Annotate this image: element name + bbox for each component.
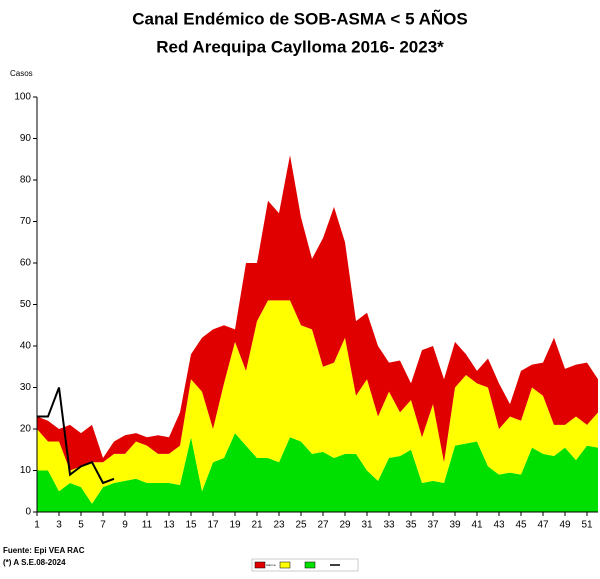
chart-title: Canal Endémico de SOB-ASMA < 5 AÑOS <box>132 8 468 28</box>
legend-box <box>251 558 359 572</box>
x-tick-label: 13 <box>163 520 175 531</box>
y-tick-label: 40 <box>20 341 32 352</box>
x-tick-label: 33 <box>383 520 395 531</box>
x-tick-label: 27 <box>317 520 329 531</box>
x-tick-label: 11 <box>142 520 153 531</box>
chart-subtitle: Red Arequipa Caylloma 2016- 2023* <box>156 37 444 56</box>
legend-label: Alarma <box>266 563 276 567</box>
x-tick-label: 25 <box>295 520 307 531</box>
footnote: Fuente: Epi VEA RAC <box>3 546 85 555</box>
x-tick-label: 3 <box>56 520 62 531</box>
y-tick-label: 10 <box>20 465 32 476</box>
y-tick-label: 50 <box>20 299 32 310</box>
x-tick-label: 5 <box>78 520 84 531</box>
x-tick-label: 23 <box>273 520 285 531</box>
y-tick-label: 20 <box>20 424 32 435</box>
x-tick-label: 47 <box>537 520 549 531</box>
x-tick-label: 15 <box>185 520 197 531</box>
x-tick-label: 17 <box>207 520 219 531</box>
x-tick-label: 31 <box>361 520 373 531</box>
footnote: (*) A S.E.08-2024 <box>3 558 66 567</box>
x-tick-label: 39 <box>449 520 461 531</box>
x-tick-label: 21 <box>251 520 263 531</box>
legend-swatch <box>254 561 266 569</box>
x-tick-label: 35 <box>405 520 417 531</box>
x-tick-label: 29 <box>339 520 351 531</box>
y-tick-label: 0 <box>25 507 31 518</box>
y-tick-label: 80 <box>20 175 32 186</box>
area-band <box>37 433 598 512</box>
x-tick-label: 45 <box>515 520 527 531</box>
y-tick-label: 60 <box>20 258 32 269</box>
x-tick-label: 41 <box>471 520 483 531</box>
area-band <box>37 155 598 471</box>
x-tick-label: 1 <box>34 520 40 531</box>
current-line <box>37 387 115 485</box>
y-axis-label: Casos <box>10 69 33 78</box>
y-tick-label: 90 <box>20 133 32 144</box>
legend-swatch <box>304 561 316 569</box>
x-tick-label: 43 <box>493 520 505 531</box>
y-tick-label: 70 <box>20 216 32 227</box>
x-tick-label: 19 <box>229 520 241 531</box>
area-band <box>37 300 598 504</box>
y-tick-label: 100 <box>14 92 31 103</box>
legend-swatch <box>279 561 291 569</box>
x-tick-label: 51 <box>581 520 593 531</box>
x-tick-label: 37 <box>427 520 439 531</box>
x-tick-label: 7 <box>100 520 106 531</box>
x-tick-label: 49 <box>559 520 571 531</box>
x-tick-label: 9 <box>122 520 128 531</box>
y-tick-label: 30 <box>20 382 32 393</box>
